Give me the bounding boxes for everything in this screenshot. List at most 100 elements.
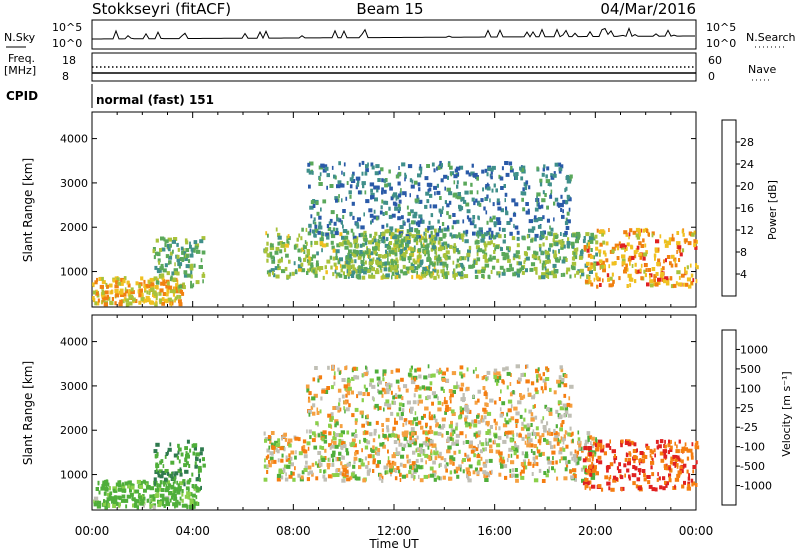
power-cell bbox=[542, 190, 545, 195]
power-cell bbox=[457, 172, 460, 177]
power-cell bbox=[590, 254, 594, 259]
power-cell bbox=[330, 240, 334, 245]
power-cell bbox=[598, 230, 602, 234]
power-cell bbox=[596, 228, 599, 233]
velocity-cell bbox=[188, 504, 192, 509]
velocity-cell bbox=[468, 444, 473, 449]
power-cell bbox=[678, 258, 681, 262]
power-cell bbox=[444, 186, 446, 191]
power-cell bbox=[521, 165, 526, 170]
velocity-cell bbox=[353, 443, 357, 448]
power-cell bbox=[569, 174, 573, 179]
power-cell bbox=[319, 241, 324, 246]
velocity-cell bbox=[485, 471, 489, 476]
velocity-cell bbox=[413, 438, 417, 443]
power-cell bbox=[520, 167, 525, 172]
power-cell bbox=[456, 184, 459, 189]
velocity-cell bbox=[569, 451, 573, 456]
power-cell bbox=[201, 250, 206, 255]
velocity-cell bbox=[638, 471, 641, 475]
power-cell bbox=[112, 278, 116, 283]
power-cell bbox=[513, 172, 516, 177]
power-cell bbox=[416, 234, 421, 239]
velocity-cell bbox=[428, 411, 431, 416]
velocity-cell bbox=[337, 367, 340, 372]
power-cell bbox=[558, 248, 560, 253]
power-cell bbox=[523, 260, 526, 265]
power-cell bbox=[493, 221, 498, 226]
velocity-cell bbox=[609, 439, 611, 444]
velocity-cell bbox=[597, 455, 602, 460]
power-cell bbox=[397, 216, 401, 221]
power-cell bbox=[184, 257, 188, 261]
velocity-cell bbox=[184, 469, 189, 474]
power-cell bbox=[360, 260, 363, 264]
power-cell bbox=[385, 249, 388, 254]
power-cell bbox=[167, 237, 173, 242]
velocity-cell bbox=[462, 393, 465, 397]
power-cell bbox=[263, 249, 268, 254]
power-cell bbox=[357, 255, 362, 260]
power-cell bbox=[593, 267, 596, 271]
velocity-cell bbox=[136, 479, 141, 484]
velocity-cell bbox=[341, 464, 347, 469]
velocity-cell bbox=[532, 461, 538, 466]
power-cell bbox=[525, 180, 529, 185]
velocity-cell bbox=[188, 491, 192, 496]
velocity-cell bbox=[435, 447, 438, 452]
power-cell bbox=[179, 289, 183, 294]
power-cell bbox=[437, 228, 441, 233]
velocity-cell bbox=[398, 439, 401, 444]
velocity-cell bbox=[590, 441, 592, 446]
velocity-cell bbox=[542, 389, 544, 394]
velocity-cell bbox=[266, 448, 270, 453]
power-cell bbox=[645, 250, 648, 255]
velocity-cell bbox=[519, 393, 522, 397]
velocity-cell bbox=[383, 371, 387, 376]
power-cell bbox=[324, 265, 327, 270]
velocity-cell bbox=[496, 443, 501, 448]
power-cell bbox=[550, 173, 553, 178]
velocity-cell bbox=[345, 365, 348, 370]
power-cell bbox=[368, 255, 370, 259]
power-cell bbox=[326, 185, 328, 190]
velocity-cell bbox=[326, 386, 330, 390]
velocity-cell bbox=[403, 433, 408, 438]
power-cell bbox=[443, 174, 448, 179]
velocity-cell bbox=[447, 436, 450, 441]
velocity-cell bbox=[341, 455, 345, 460]
power-cell bbox=[338, 257, 343, 262]
power-cell bbox=[385, 273, 390, 278]
power-cell bbox=[277, 264, 280, 268]
velocity-cell bbox=[155, 468, 158, 473]
power-cell bbox=[446, 266, 448, 271]
power-cell bbox=[487, 167, 491, 172]
power-cell bbox=[566, 179, 572, 184]
power-cell bbox=[161, 276, 165, 281]
power-cell bbox=[476, 257, 481, 262]
velocity-cell bbox=[523, 465, 526, 470]
power-cell bbox=[120, 299, 125, 304]
velocity-cell bbox=[352, 464, 356, 469]
velocity-cell bbox=[602, 444, 605, 449]
power-cell bbox=[375, 164, 380, 169]
power-cell bbox=[157, 258, 161, 263]
velocity-cell bbox=[201, 457, 205, 462]
velocity-cell bbox=[673, 455, 678, 459]
y-tick-label: 2000 bbox=[60, 424, 88, 437]
power-cell bbox=[321, 248, 323, 253]
power-cell bbox=[349, 211, 353, 216]
velocity-cell bbox=[477, 389, 481, 394]
velocity-cell bbox=[646, 446, 650, 450]
velocity-cell bbox=[191, 493, 196, 498]
power-cell bbox=[314, 224, 318, 229]
power-cell bbox=[333, 262, 337, 267]
velocity-cell bbox=[531, 395, 535, 400]
power-cell bbox=[389, 186, 393, 191]
power-cell bbox=[695, 263, 698, 268]
power-cell bbox=[440, 178, 444, 183]
velocity-cell bbox=[371, 384, 376, 389]
velocity-cell bbox=[505, 420, 510, 425]
velocity-cell bbox=[662, 476, 666, 481]
velocity-cell bbox=[318, 459, 321, 464]
